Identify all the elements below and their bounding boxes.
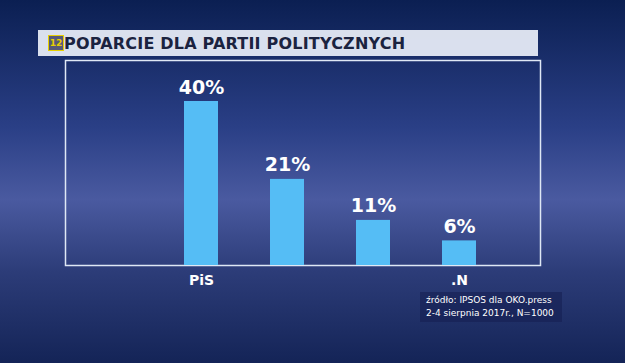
svg-text:PiS: PiS: [189, 272, 214, 288]
svg-text:11%: 11%: [351, 194, 396, 216]
svg-text:6%: 6%: [443, 215, 475, 237]
html-text:12POPARCIE DLA PARTII POLITYCZ: 12POPARCIE DLA PARTII POLITYCZNYCH: [49, 33, 406, 53]
svg-text:21%: 21%: [265, 153, 310, 175]
html-text:2-4 sierpnia 2017r., N=1000: 2-4 sierpnia 2017r., N=1000: [426, 308, 554, 318]
html-text:źródło: IPSOS dla OKO.press: źródło: IPSOS dla OKO.press: [426, 295, 552, 305]
svg-text:.N: .N: [451, 272, 468, 288]
svg-text:40%: 40%: [179, 76, 224, 98]
